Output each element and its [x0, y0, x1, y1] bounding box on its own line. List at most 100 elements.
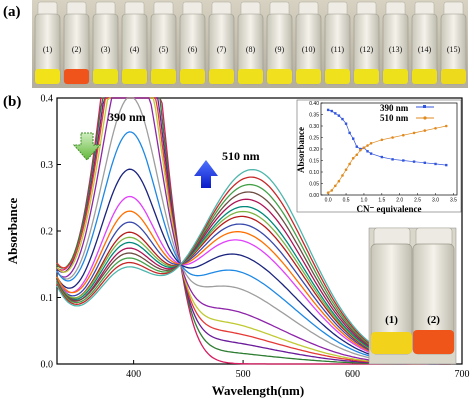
vial-12: (12) [353, 1, 380, 85]
inset-point-390 [341, 117, 344, 121]
x-tick-label: 700 [455, 369, 470, 380]
inset-vial-1: (1) [370, 227, 413, 355]
vial-9: (9) [266, 1, 293, 85]
y-tick-label: 0.0 [41, 360, 54, 371]
legend-510-marker [423, 116, 427, 120]
inset-point-510 [348, 162, 351, 166]
vial-2: (2) [63, 1, 90, 85]
vial-solution [441, 69, 466, 84]
inset-vial-2: (2) [412, 227, 455, 355]
inset-point-390 [402, 159, 405, 162]
inset-point-510 [380, 138, 384, 142]
inset-y-ticks: 0.00 0.05 0.10 0.15 0.20 0.25 0.30 0.35 0.40 [309, 101, 323, 199]
vial-label: (2) [72, 45, 82, 54]
x-axis-title: Wavelength(nm) [212, 383, 304, 398]
inset-y-tick-label: 0.05 [309, 181, 319, 187]
vial-row: (1) (2) (3) (4) (5) (6) (7) (8) (9) (10) (11) (12) (… [34, 1, 467, 85]
inset-y-tick-label: 0.15 [309, 158, 319, 164]
vial-solution [267, 69, 292, 84]
inset-point-390 [369, 152, 373, 155]
inset-x-tick-label: 2.5 [414, 198, 421, 204]
peak-390-label: 390 nm [108, 110, 146, 124]
inset-x-tick-label: 3.5 [450, 198, 457, 204]
inset-y-tick-label: 0.10 [309, 170, 319, 176]
inset-vial-2-solution [413, 330, 454, 354]
inset-point-390 [344, 122, 348, 125]
y-tick-label: 0.4 [41, 94, 54, 105]
inset-point-390 [366, 150, 369, 153]
inset-point-510 [359, 148, 362, 152]
vial-15: (15) [440, 1, 467, 85]
vial-5: (5) [150, 1, 177, 85]
inset-vial-1-solution [371, 332, 412, 354]
inset-x-tick-label: 2.0 [396, 198, 403, 204]
panel-a: (1) (2) (3) (4) (5) (6) (7) (8) (9) (10) (11) (12) (… [3, 0, 468, 88]
peak-510-label: 510 nm [222, 149, 260, 163]
inset-point-510 [351, 156, 355, 160]
vial-label: (14) [418, 45, 432, 54]
inset-point-510 [341, 174, 344, 177]
vial-label: (11) [331, 45, 344, 54]
y-axis-title: Absorbance [5, 198, 20, 265]
vial-solution [151, 69, 176, 84]
inset-point-510 [391, 136, 394, 139]
vial-3: (3) [92, 1, 119, 85]
vial-10: (10) [295, 1, 322, 85]
vial-label: (1) [43, 45, 53, 54]
vial-4: (4) [121, 1, 148, 85]
vial-8: (8) [237, 1, 264, 85]
inset-x-title: CN⁻ equivalence [357, 204, 422, 214]
vial-solution [180, 69, 205, 84]
inset-vial-1-label: (1) [385, 314, 398, 326]
inset-point-510 [423, 129, 427, 132]
inset-vial-1-neck [373, 227, 411, 247]
inset-point-390 [352, 137, 355, 140]
inset-point-390 [355, 145, 358, 148]
x-tick-label: 600 [345, 369, 360, 380]
vial-7: (7) [208, 1, 235, 85]
inset-point-390 [445, 163, 448, 167]
y-tick-label: 0.1 [41, 293, 54, 304]
vial-1: (1) [34, 1, 61, 85]
inset-point-390 [423, 161, 426, 164]
inset-point-510 [330, 189, 334, 192]
vial-label: (8) [246, 45, 256, 54]
inset-y-tick-label: 0.20 [309, 147, 319, 153]
inset-point-390 [380, 155, 384, 159]
inset-vial-2-label: (2) [427, 314, 440, 326]
vial-label: (15) [447, 45, 461, 54]
panel-b-label: (b) [3, 94, 21, 110]
vial-label: (4) [130, 45, 140, 54]
inset-x-tick-label: 0.5 [343, 198, 350, 204]
inset-vial-2-neck [415, 227, 453, 247]
vial-label: (7) [217, 45, 227, 54]
inset-series [326, 108, 448, 194]
inset-x-tick-label: 1.0 [360, 198, 367, 204]
y-tick-label: 0.2 [41, 227, 54, 238]
inset-x-tick-label: 0.0 [325, 198, 332, 204]
increase-arrow-icon [194, 160, 218, 188]
inset-x-tick-label: 1.5 [378, 198, 385, 204]
inset-point-390 [434, 162, 437, 166]
vial-14: (14) [411, 1, 438, 85]
inset-point-390 [330, 109, 333, 113]
vial-11: (11) [324, 1, 351, 85]
inset-point-390 [391, 158, 394, 161]
vial-solution [93, 69, 118, 84]
inset-point-510 [337, 179, 341, 183]
vial-6: (6) [179, 1, 206, 85]
legend-510-label: 510 nm [380, 113, 409, 123]
x-tick-label: 400 [126, 369, 141, 380]
inset-point-510 [344, 168, 348, 171]
inset-point-510 [366, 144, 369, 147]
titration-inset-chart: 0.00 0.05 0.10 0.15 0.20 0.25 0.30 0.35 0.40 0.0… [296, 99, 462, 214]
vial-solution [383, 69, 408, 84]
vial-label: (3) [101, 45, 111, 54]
x-axis-ticks: 400 500 600 700 [126, 360, 470, 380]
legend-390-marker [423, 105, 426, 108]
vial-solution [209, 69, 234, 84]
inset-point-390 [334, 112, 337, 115]
vial-solution [296, 69, 321, 84]
inset-legend: 390 nm 510 nm [380, 103, 434, 123]
